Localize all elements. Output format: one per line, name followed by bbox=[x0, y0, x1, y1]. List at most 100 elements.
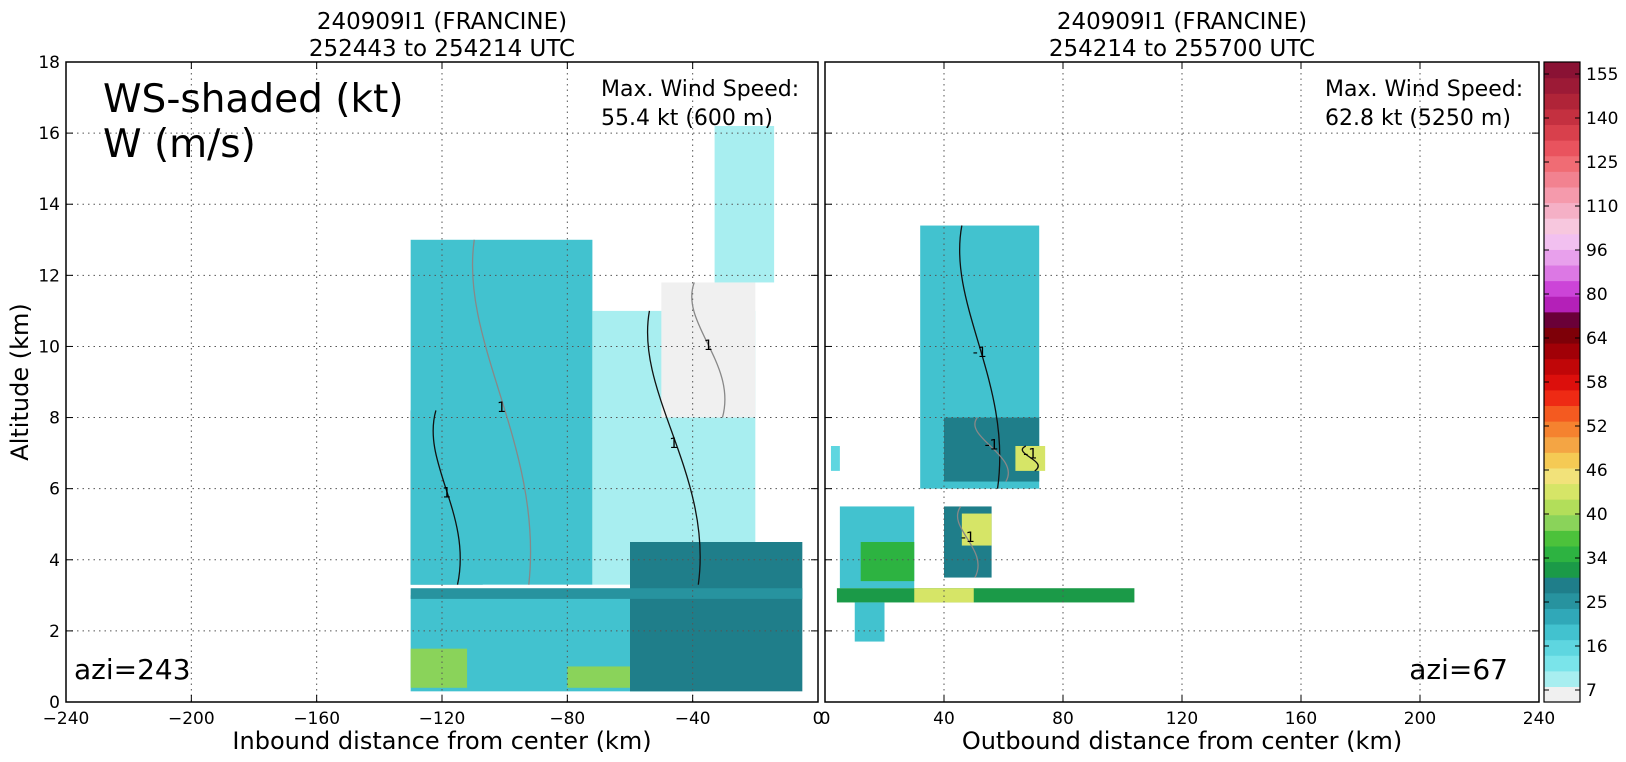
left-xtick-label-0: −240 bbox=[43, 709, 90, 729]
left-xtick-label-2: −160 bbox=[293, 709, 340, 729]
colorbar-band-24 bbox=[1544, 311, 1580, 328]
left-ytick-label-8: 16 bbox=[38, 124, 60, 144]
colorbar-band-19 bbox=[1544, 389, 1580, 407]
colorbar-band-29 bbox=[1544, 233, 1580, 250]
right-contour-0 bbox=[958, 225, 1001, 489]
colorbar-tick-label-12: 125 bbox=[1586, 153, 1618, 173]
colorbar-tick-label-13: 140 bbox=[1586, 109, 1618, 129]
colorbar-band-8 bbox=[1544, 561, 1580, 578]
right-subtitle: 254214 to 255700 UTC bbox=[1049, 36, 1315, 62]
left-subtitle: 252443 to 254214 UTC bbox=[309, 36, 575, 62]
colorbar-band-5 bbox=[1544, 608, 1580, 625]
colorbar-tick-label-14: 155 bbox=[1586, 65, 1618, 85]
left-ytick-label-6: 12 bbox=[38, 266, 60, 286]
left-xtick-label-1: −200 bbox=[168, 709, 215, 729]
left-azimuth-label: azi=243 bbox=[74, 653, 191, 686]
right-xtick-label-0: 0 bbox=[820, 709, 831, 729]
right-contour-label-0: -1 bbox=[973, 345, 987, 361]
colorbar-band-33 bbox=[1544, 171, 1580, 188]
colorbar-band-16 bbox=[1544, 436, 1580, 453]
colorbar-band-18 bbox=[1544, 405, 1580, 422]
colorbar-tick-label-9: 80 bbox=[1586, 285, 1608, 305]
colorbar-band-2 bbox=[1544, 655, 1580, 672]
left-x-axis-label: Inbound distance from center (km) bbox=[232, 727, 651, 755]
left-y-axis-ticks: 0 2 4 6 8 10 12 14 16 18 bbox=[38, 53, 818, 713]
field-label-ws: WS-shaded (kt) bbox=[103, 77, 404, 122]
colorbar-band-23 bbox=[1544, 327, 1580, 344]
left-shaded-region-6 bbox=[630, 542, 803, 692]
colorbar-tick-label-6: 52 bbox=[1586, 417, 1608, 437]
left-contour-1 bbox=[471, 239, 532, 585]
left-ytick-label-1: 2 bbox=[49, 622, 60, 642]
colorbar-tick-label-8: 64 bbox=[1586, 329, 1608, 349]
colorbar-band-13 bbox=[1544, 483, 1580, 500]
colorbar-band-37 bbox=[1544, 108, 1580, 126]
right-shaded-region-8 bbox=[914, 588, 974, 603]
right-contour-label-3: -1 bbox=[961, 530, 975, 546]
left-ytick-label-4: 8 bbox=[49, 409, 60, 429]
left-contour-2 bbox=[646, 310, 701, 585]
left-ytick-label-5: 10 bbox=[38, 337, 60, 357]
inbound-panel: 240909I1 (FRANCINE) 252443 to 254214 UTC… bbox=[6, 9, 823, 755]
colorbar-band-12 bbox=[1544, 499, 1580, 516]
left-max-wind-label: Max. Wind Speed: bbox=[601, 77, 799, 102]
colorbar-band-31 bbox=[1544, 202, 1580, 219]
left-contour-label-3: 1 bbox=[704, 338, 713, 354]
right-max-wind-value: 62.8 kt (5250 m) bbox=[1325, 106, 1511, 131]
right-shaded-region-2 bbox=[1015, 446, 1046, 471]
colorbar-band-30 bbox=[1544, 218, 1580, 235]
right-vertical-velocity-contours: -1 -1 -1 -1 bbox=[956, 225, 1039, 578]
left-ytick-label-7: 14 bbox=[38, 195, 60, 215]
colorbar-band-34 bbox=[1544, 155, 1580, 172]
right-xtick-label-3: 120 bbox=[1166, 709, 1198, 729]
left-contour-0 bbox=[432, 410, 461, 585]
left-contour-3 bbox=[691, 282, 726, 418]
left-shaded-region-7 bbox=[410, 648, 468, 688]
colorbar-band-35 bbox=[1544, 140, 1580, 157]
left-ytick-label-2: 4 bbox=[49, 551, 60, 571]
left-vertical-velocity-contours: 1 1 1 1 bbox=[432, 239, 726, 585]
right-contour-label-2: -1 bbox=[1023, 446, 1037, 462]
left-shaded-region-1 bbox=[410, 239, 593, 585]
colorbar-band-6 bbox=[1544, 592, 1580, 609]
right-shaded-region-7 bbox=[836, 588, 1135, 603]
left-ytick-label-9: 18 bbox=[38, 53, 60, 73]
colorbar-band-32 bbox=[1544, 186, 1580, 204]
right-xtick-label-1: 40 bbox=[933, 709, 955, 729]
colorbar-tick-label-3: 34 bbox=[1586, 549, 1608, 569]
outbound-panel: 240909I1 (FRANCINE) 254214 to 255700 UTC… bbox=[820, 9, 1556, 755]
left-max-wind-value: 55.4 kt (600 m) bbox=[601, 106, 773, 131]
colorbar-band-28 bbox=[1544, 249, 1580, 266]
colorbar-band-10 bbox=[1544, 530, 1580, 547]
right-title: 240909I1 (FRANCINE) bbox=[1057, 9, 1307, 35]
left-xtick-label-3: −120 bbox=[419, 709, 466, 729]
wind-speed-colorbar: 7 16 25 34 40 46 52 58 64 80 96 110 125 140 155 bbox=[1543, 61, 1618, 703]
colorbar-band-0 bbox=[1544, 686, 1580, 703]
colorbar-tick-label-7: 58 bbox=[1586, 373, 1608, 393]
colorbar-band-39 bbox=[1544, 77, 1580, 94]
right-azimuth-label: azi=67 bbox=[1409, 653, 1508, 686]
left-xtick-label-5: −40 bbox=[675, 709, 711, 729]
left-wind-shading bbox=[410, 126, 803, 692]
colorbar-band-7 bbox=[1544, 577, 1580, 594]
colorbar-band-25 bbox=[1544, 296, 1580, 313]
colorbar-tick-label-5: 46 bbox=[1586, 461, 1608, 481]
right-contour-1 bbox=[974, 417, 1009, 482]
right-xtick-label-4: 160 bbox=[1285, 709, 1317, 729]
left-xtick-label-4: −80 bbox=[549, 709, 585, 729]
colorbar-band-36 bbox=[1544, 124, 1580, 141]
colorbar-band-22 bbox=[1544, 342, 1580, 360]
right-shaded-region-6 bbox=[860, 542, 915, 582]
colorbar-band-11 bbox=[1544, 514, 1580, 531]
colorbar-tick-label-10: 96 bbox=[1586, 241, 1608, 261]
colorbar-tick-label-4: 40 bbox=[1586, 505, 1608, 525]
right-contour-2 bbox=[1021, 445, 1039, 472]
left-shaded-region-3 bbox=[661, 282, 756, 418]
left-shaded-region-9 bbox=[410, 588, 803, 599]
left-contour-label-1: 1 bbox=[497, 400, 506, 416]
colorbar-band-20 bbox=[1544, 374, 1580, 391]
right-shaded-region-4 bbox=[961, 513, 992, 546]
colorbar-tick-label-11: 110 bbox=[1586, 197, 1618, 217]
colorbar-band-9 bbox=[1544, 545, 1580, 563]
colorbar-band-40 bbox=[1544, 62, 1580, 79]
